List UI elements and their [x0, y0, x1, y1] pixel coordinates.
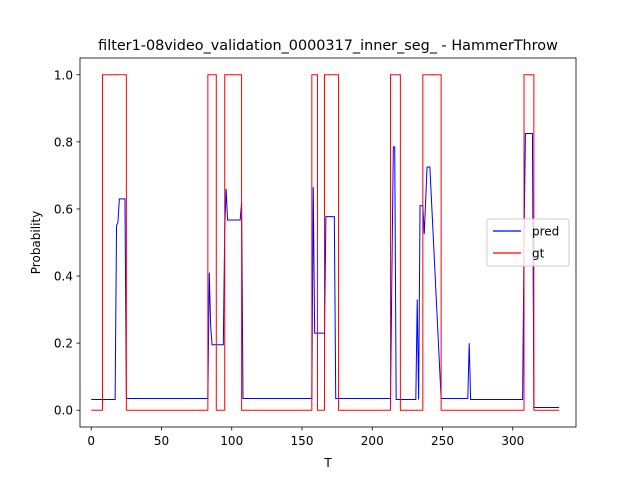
y-tick-label: 0.4: [54, 270, 73, 284]
y-axis-label: Probability: [29, 211, 43, 274]
axes-frame: [79, 57, 577, 428]
x-axis-label: T: [323, 456, 332, 470]
x-tick-label: 150: [291, 434, 314, 448]
chart-title: filter1-08video_validation_0000317_inner…: [98, 38, 558, 54]
legend: pred gt: [486, 218, 570, 267]
y-tick-label: 0.0: [54, 404, 73, 418]
x-axis-ticks: 0 50 100 150 200 250 300: [87, 427, 524, 448]
x-tick-label: 0: [87, 434, 95, 448]
x-tick-label: 100: [220, 434, 243, 448]
x-tick-label: 300: [501, 434, 524, 448]
y-tick-label: 0.8: [54, 135, 73, 149]
y-axis-ticks: 0.0 0.2 0.4 0.6 0.8 1.0: [54, 68, 80, 418]
x-tick-label: 200: [361, 434, 384, 448]
y-tick-label: 0.2: [54, 337, 73, 351]
plot-lines: [91, 74, 560, 411]
series-line-pred: [91, 132, 560, 409]
x-tick-label: 50: [154, 434, 169, 448]
y-tick-label: 0.6: [54, 202, 73, 216]
legend-label-pred: pred: [532, 225, 559, 239]
x-tick-label: 250: [431, 434, 454, 448]
y-tick-label: 1.0: [54, 68, 73, 82]
legend-label-gt: gt: [532, 247, 545, 261]
series-line-gt: [91, 74, 560, 411]
